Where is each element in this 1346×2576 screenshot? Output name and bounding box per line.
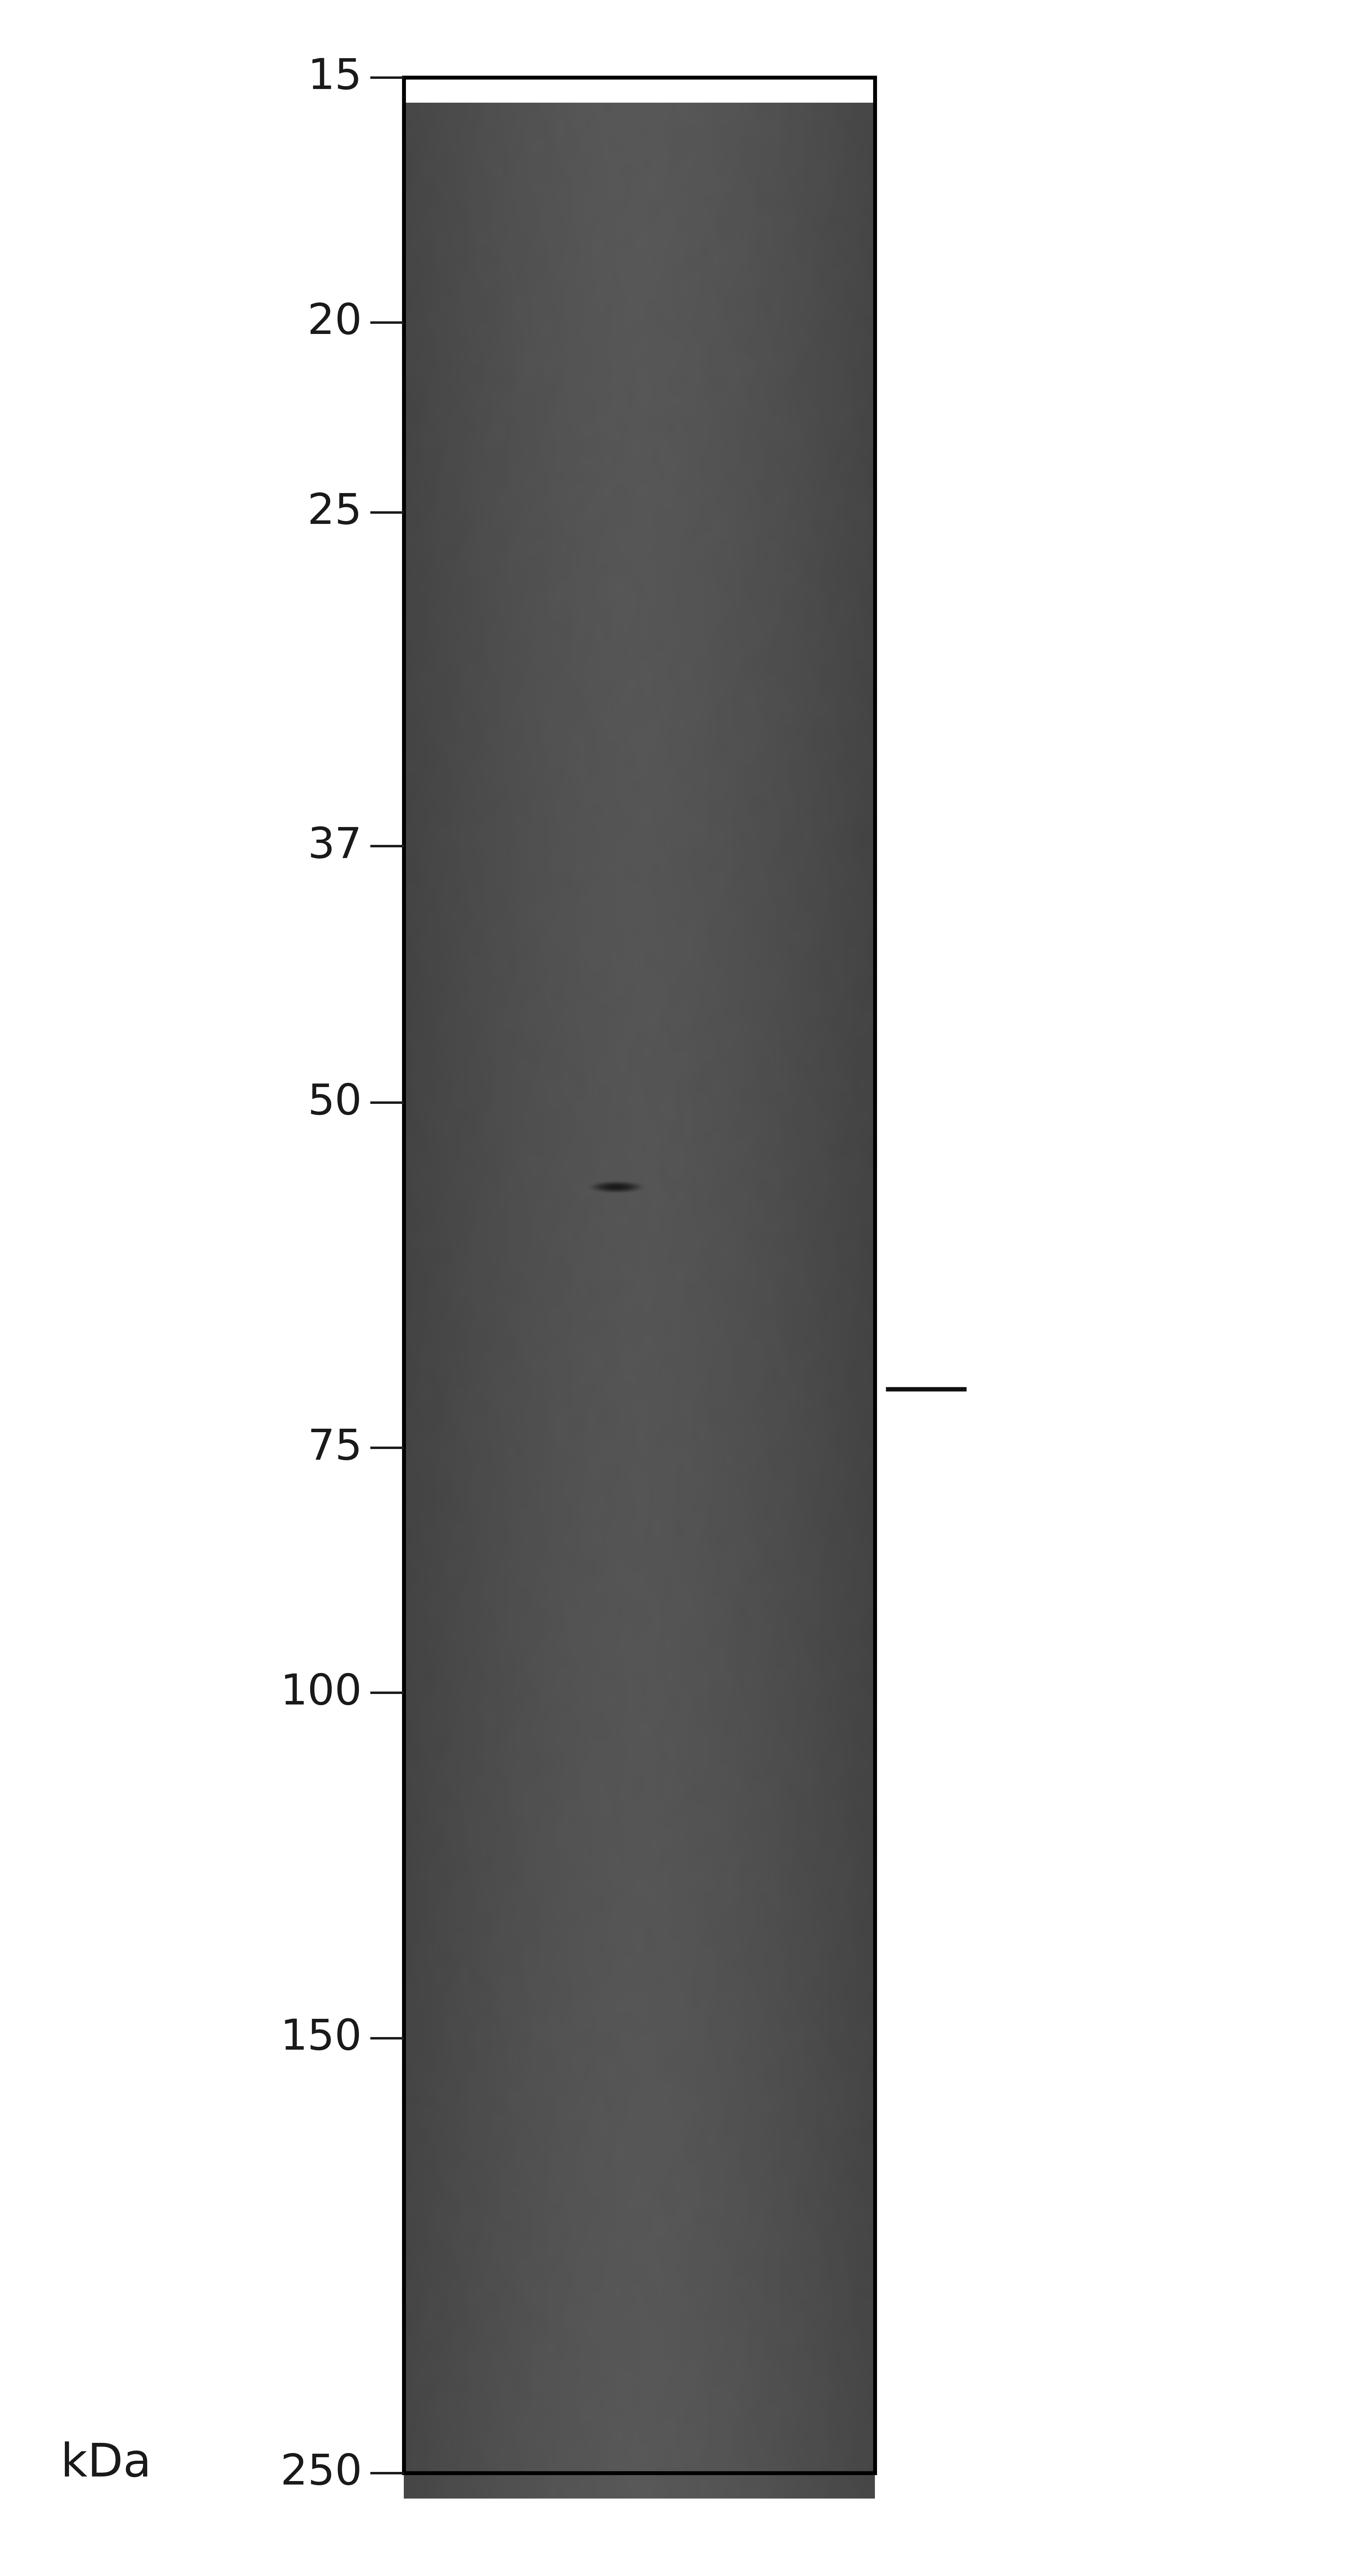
Text: 250: 250 — [280, 2452, 362, 2494]
Text: 20: 20 — [307, 301, 362, 343]
Text: 25: 25 — [308, 492, 362, 533]
Text: 50: 50 — [308, 1082, 362, 1123]
Text: 37: 37 — [308, 824, 362, 866]
Bar — [404, 77, 875, 2473]
Text: 100: 100 — [280, 1672, 362, 1713]
Text: 75: 75 — [308, 1427, 362, 1468]
Text: 150: 150 — [280, 2017, 362, 2058]
Text: 15: 15 — [308, 57, 362, 98]
Text: kDa: kDa — [61, 2442, 151, 2486]
